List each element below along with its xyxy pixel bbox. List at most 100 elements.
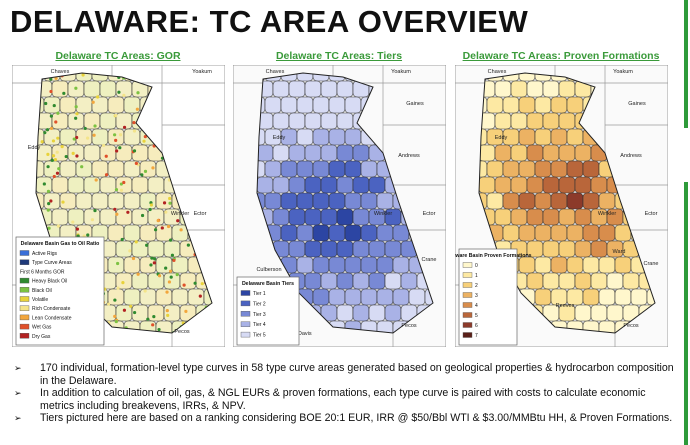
well-dot bbox=[106, 302, 111, 306]
type-curve-area bbox=[320, 208, 338, 226]
type-curve-area bbox=[376, 192, 394, 210]
type-curve-area bbox=[598, 192, 616, 210]
well-dot bbox=[114, 319, 118, 324]
type-curve-area bbox=[336, 208, 354, 226]
type-curve-area bbox=[550, 128, 568, 146]
legend-swatch bbox=[19, 296, 30, 302]
type-curve-area bbox=[558, 80, 576, 98]
type-curve-area bbox=[360, 288, 378, 306]
type-curve-area bbox=[558, 176, 576, 194]
well-dot bbox=[40, 140, 44, 144]
type-curve-area bbox=[179, 272, 197, 290]
well-dot bbox=[151, 166, 155, 170]
legend-swatch bbox=[462, 292, 473, 298]
type-curve-area bbox=[147, 176, 165, 194]
type-curve-area bbox=[510, 80, 528, 98]
type-curve-area bbox=[312, 160, 330, 178]
well-dot bbox=[51, 139, 56, 143]
type-curve-area bbox=[155, 192, 173, 210]
map-title: Delaware TC Areas: Tiers bbox=[275, 50, 403, 62]
type-curve-area bbox=[502, 192, 520, 210]
well-dot bbox=[56, 224, 61, 228]
well-dot bbox=[49, 199, 53, 203]
type-curve-area bbox=[502, 224, 520, 242]
well-dot bbox=[176, 219, 180, 223]
well-dot bbox=[136, 272, 140, 276]
type-curve-area bbox=[312, 224, 330, 242]
county-label: Pecos bbox=[174, 329, 190, 335]
type-curve-area bbox=[344, 224, 362, 242]
well-dot bbox=[113, 314, 117, 318]
type-curve-area bbox=[368, 240, 386, 258]
county-label: Andrews bbox=[620, 153, 642, 159]
type-curve-area bbox=[257, 176, 274, 194]
type-curve-area bbox=[368, 272, 386, 290]
type-curve-area bbox=[582, 224, 600, 242]
type-curve-area bbox=[75, 160, 93, 178]
well-dot bbox=[47, 202, 51, 206]
type-curve-area bbox=[107, 256, 125, 274]
well-dot bbox=[71, 220, 75, 224]
type-curve-area bbox=[614, 288, 632, 306]
type-curve-area bbox=[614, 256, 632, 274]
type-curve-area bbox=[288, 176, 306, 194]
type-curve-area bbox=[67, 208, 85, 226]
type-curve-area bbox=[542, 240, 560, 258]
type-curve-area bbox=[91, 96, 109, 114]
well-dot bbox=[186, 243, 190, 247]
type-curve-area bbox=[582, 192, 600, 210]
legend-swatch bbox=[462, 322, 473, 328]
type-curve-area bbox=[272, 208, 290, 226]
well-dot bbox=[74, 116, 78, 120]
type-curve-area bbox=[590, 240, 608, 258]
type-curve-area bbox=[83, 144, 101, 162]
well-dot bbox=[132, 121, 136, 125]
type-curve-area bbox=[131, 176, 149, 194]
legend-swatch bbox=[462, 302, 473, 308]
well-dot bbox=[122, 125, 127, 129]
type-curve-area bbox=[344, 160, 362, 178]
county-label: Winkler bbox=[171, 211, 190, 217]
well-dot bbox=[118, 133, 123, 137]
type-curve-area bbox=[336, 272, 354, 290]
type-curve-area bbox=[312, 192, 330, 210]
type-curve-area bbox=[574, 208, 592, 226]
type-curve-area bbox=[203, 288, 212, 306]
legend-title: Delaware Basin Proven Formations bbox=[455, 253, 532, 259]
type-curve-area bbox=[352, 176, 370, 194]
legend-label: 5 bbox=[475, 313, 478, 319]
well-dot bbox=[75, 112, 79, 116]
type-curve-area bbox=[296, 256, 314, 274]
type-curve-area bbox=[542, 272, 560, 290]
type-curve-area bbox=[606, 304, 624, 322]
type-curve-area bbox=[336, 144, 354, 162]
type-curve-area bbox=[598, 288, 616, 306]
well-dot bbox=[114, 188, 119, 192]
type-curve-area bbox=[486, 160, 504, 178]
type-curve-area bbox=[352, 144, 370, 162]
type-curve-area bbox=[510, 176, 528, 194]
well-dot bbox=[122, 93, 126, 97]
legend-label: Tier 4 bbox=[253, 322, 266, 328]
accent-bar bbox=[684, 182, 688, 445]
map-title: Delaware TC Areas: GOR bbox=[55, 50, 181, 62]
legend-label: Dry Gas bbox=[32, 334, 51, 340]
type-curve-area bbox=[107, 288, 125, 306]
type-curve-area bbox=[91, 192, 109, 210]
legend: Delaware Basin Proven Formations 0 1 2 3 4 5 6 7 bbox=[455, 248, 532, 346]
well-dot bbox=[46, 208, 50, 212]
type-curve-area bbox=[344, 128, 362, 146]
type-curve-area bbox=[83, 80, 101, 98]
type-curve-area bbox=[494, 80, 512, 98]
well-dot bbox=[94, 178, 98, 182]
type-curve-area bbox=[59, 96, 77, 114]
type-curve-area bbox=[550, 256, 568, 274]
type-curve-area bbox=[360, 160, 378, 178]
type-curve-area bbox=[376, 256, 394, 274]
type-curve-area bbox=[304, 208, 322, 226]
type-curve-area bbox=[526, 80, 544, 98]
type-curve-area bbox=[272, 80, 290, 98]
well-dot bbox=[169, 238, 173, 242]
type-curve-area bbox=[384, 272, 402, 290]
accent-bar bbox=[684, 0, 688, 128]
